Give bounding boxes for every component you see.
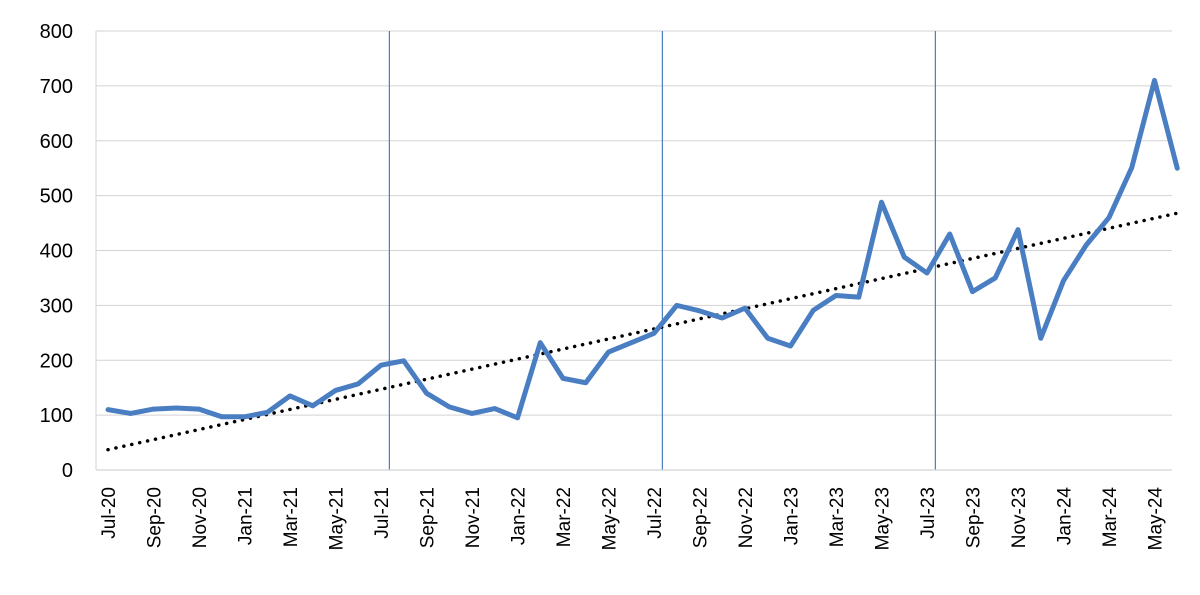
x-tick-Mar-24: Mar-24 xyxy=(1100,487,1121,548)
x-tick-Nov-21: Nov-21 xyxy=(463,487,484,548)
y-tick-300: 300 xyxy=(40,295,73,317)
gridlines xyxy=(96,30,1172,416)
x-tick-May-23: May-23 xyxy=(873,487,894,550)
x-tick-Mar-23: Mar-23 xyxy=(827,487,848,547)
x-tick-May-24: May-24 xyxy=(1146,487,1167,551)
series-group xyxy=(105,77,1180,421)
x-tick-Jan-23: Jan-23 xyxy=(782,487,803,545)
x-tick-Jul-22: Jul-22 xyxy=(645,487,666,539)
y-tick-700: 700 xyxy=(40,76,73,98)
y-tick-200: 200 xyxy=(40,350,73,372)
y-tick-0: 0 xyxy=(62,460,73,482)
x-tick-Nov-22: Nov-22 xyxy=(736,487,757,548)
axes xyxy=(95,31,1172,471)
x-tick-Jan-21: Jan-21 xyxy=(236,487,257,545)
y-tick-600: 600 xyxy=(40,131,73,153)
x-tick-May-22: May-22 xyxy=(600,487,621,550)
x-tick-Sep-21: Sep-21 xyxy=(418,487,439,548)
x-tick-Nov-23: Nov-23 xyxy=(1009,487,1030,548)
x-tick-Nov-20: Nov-20 xyxy=(190,487,211,548)
vertical-marker-lines xyxy=(388,31,936,470)
x-tick-Jan-22: Jan-22 xyxy=(509,487,530,545)
x-tick-Jan-24: Jan-24 xyxy=(1055,487,1076,546)
y-tick-500: 500 xyxy=(40,186,73,208)
y-tick-800: 800 xyxy=(40,21,73,43)
x-tick-Mar-22: Mar-22 xyxy=(554,487,575,547)
y-tick-400: 400 xyxy=(40,241,73,263)
x-tick-Jul-20: Jul-20 xyxy=(99,487,120,539)
x-tick-Sep-20: Sep-20 xyxy=(145,487,166,548)
series-line-0 xyxy=(105,77,1180,421)
x-tick-Jul-23: Jul-23 xyxy=(918,487,939,539)
x-tick-Sep-23: Sep-23 xyxy=(964,487,985,548)
y-tick-labels: 0 100 200 300 400 500 600 700 800 xyxy=(40,21,73,482)
x-tick-May-21: May-21 xyxy=(327,487,348,550)
x-tick-labels: Jul-20 Sep-20 Nov-20 Jan-21 Mar-21 May-21 Jul-… xyxy=(99,487,1167,551)
x-tick-Mar-21: Mar-21 xyxy=(281,487,302,547)
y-tick-100: 100 xyxy=(40,405,73,427)
x-tick-Jul-21: Jul-21 xyxy=(372,487,393,539)
x-tick-Sep-22: Sep-22 xyxy=(691,487,712,548)
